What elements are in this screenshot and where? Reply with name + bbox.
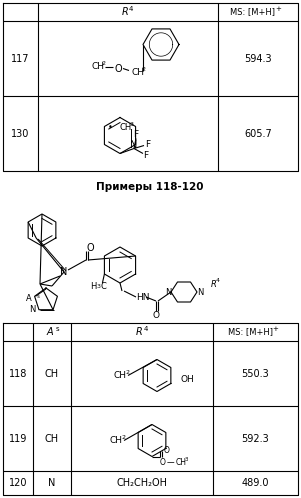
Text: N: N — [60, 267, 68, 277]
Text: 4: 4 — [129, 6, 133, 12]
Text: MS: [M+H]: MS: [M+H] — [231, 7, 275, 16]
Text: CH: CH — [45, 433, 59, 444]
Text: F: F — [144, 151, 149, 160]
Text: F: F — [133, 130, 138, 139]
Text: CH: CH — [176, 458, 187, 467]
Text: +: + — [273, 326, 278, 332]
Text: 118: 118 — [9, 369, 27, 378]
Text: 3: 3 — [130, 122, 134, 127]
Text: F: F — [145, 140, 150, 149]
Text: HN: HN — [136, 292, 150, 301]
Text: 489.0: 489.0 — [242, 478, 269, 488]
Text: N: N — [197, 287, 203, 296]
Text: 2: 2 — [102, 61, 106, 66]
Text: C: C — [101, 281, 106, 290]
Text: A: A — [26, 294, 32, 303]
Text: R: R — [122, 7, 128, 17]
Text: —: — — [167, 458, 175, 467]
Text: O: O — [153, 310, 160, 320]
Text: 3: 3 — [96, 283, 101, 288]
Text: 2: 2 — [125, 370, 129, 375]
Text: O: O — [164, 446, 170, 455]
Text: O: O — [86, 243, 94, 253]
Text: 130: 130 — [11, 128, 30, 138]
Text: N: N — [130, 139, 137, 149]
Text: CH: CH — [91, 62, 104, 71]
Text: CH₂CH₂OH: CH₂CH₂OH — [116, 478, 167, 488]
Text: s: s — [55, 326, 59, 332]
Text: 2: 2 — [121, 435, 125, 440]
Text: 120: 120 — [9, 478, 27, 488]
Text: 550.3: 550.3 — [242, 369, 269, 378]
Text: +: + — [275, 6, 281, 12]
Text: 594.3: 594.3 — [244, 53, 272, 64]
Text: 592.3: 592.3 — [242, 433, 269, 444]
Text: CH: CH — [120, 123, 132, 132]
Text: MS: [M+H]: MS: [M+H] — [228, 328, 273, 337]
Text: •: • — [107, 123, 115, 132]
Text: N: N — [48, 478, 56, 488]
Text: 119: 119 — [9, 433, 27, 444]
Text: 4: 4 — [144, 326, 148, 332]
Text: R: R — [211, 279, 217, 288]
Text: O: O — [114, 64, 122, 74]
Text: H: H — [90, 281, 97, 290]
Text: CH: CH — [131, 68, 144, 77]
Text: A: A — [47, 327, 53, 337]
Text: Примеры 118-120: Примеры 118-120 — [96, 182, 204, 192]
Text: O: O — [160, 458, 166, 467]
Text: CH: CH — [110, 436, 123, 445]
Text: N: N — [165, 287, 171, 296]
Text: CH: CH — [114, 371, 127, 380]
Text: N: N — [29, 305, 36, 314]
Text: OH: OH — [181, 375, 195, 384]
Text: 605.7: 605.7 — [244, 128, 272, 138]
Text: 2: 2 — [141, 67, 145, 72]
Text: R: R — [136, 327, 142, 337]
Text: 4: 4 — [216, 277, 220, 282]
Text: 3: 3 — [184, 457, 188, 462]
Text: s: s — [37, 294, 39, 299]
Text: CH: CH — [45, 369, 59, 378]
Text: 117: 117 — [11, 53, 30, 64]
